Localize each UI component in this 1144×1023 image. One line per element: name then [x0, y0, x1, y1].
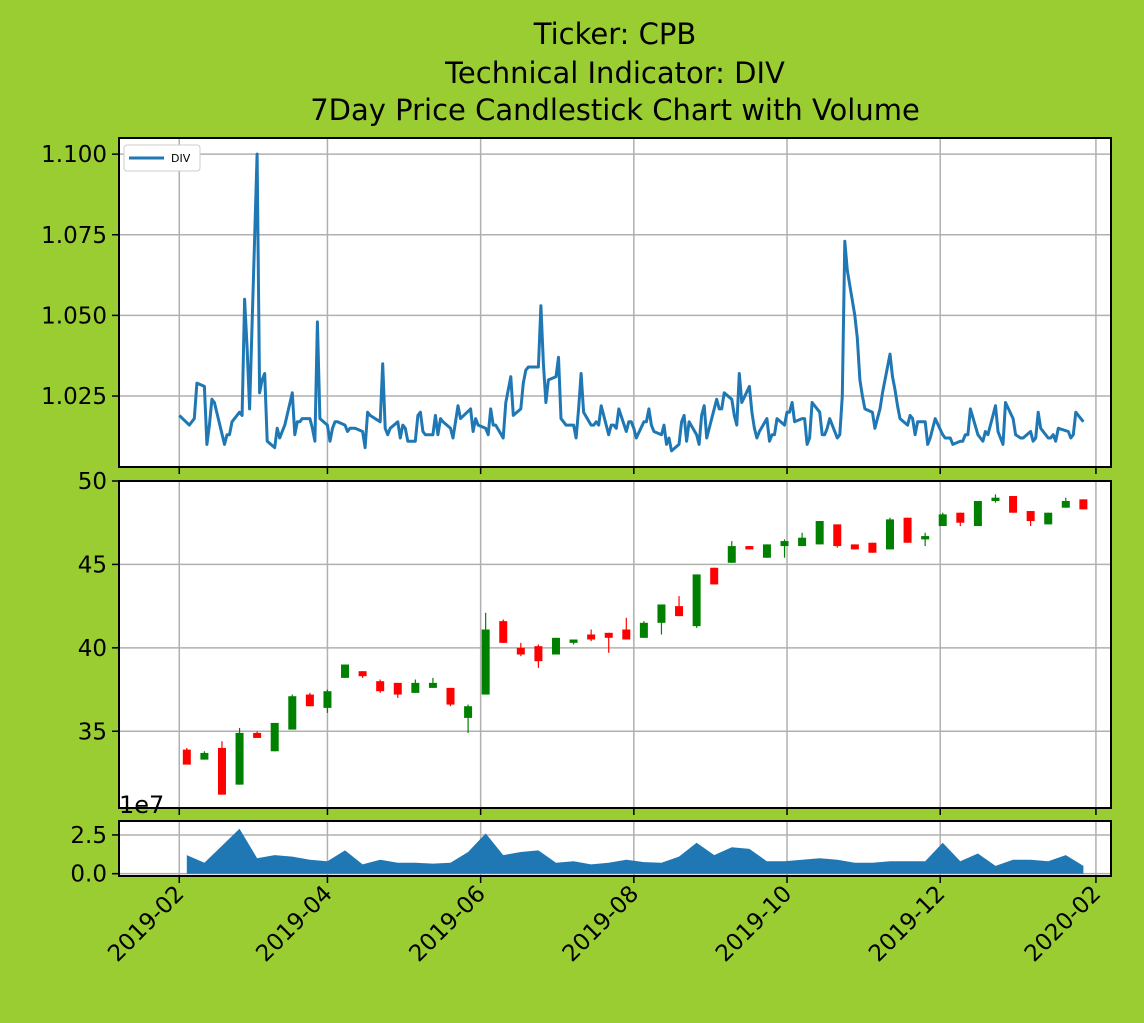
candle-body — [534, 646, 543, 662]
div-ytick-label: 1.075 — [41, 223, 107, 249]
div-panel: 1.025 1.050 1.075 1.100 DIV — [41, 137, 1112, 468]
candle-body — [921, 536, 930, 540]
candle-body — [727, 546, 736, 563]
candle-body — [516, 647, 525, 655]
candle-body — [604, 632, 613, 638]
candle-body — [938, 514, 947, 527]
candle-body — [235, 732, 244, 785]
candle-body — [762, 544, 771, 558]
candle-body — [956, 512, 965, 523]
candle-body — [393, 682, 402, 695]
candle-body — [446, 687, 455, 705]
candle-body — [815, 521, 824, 545]
volume-area — [186, 828, 1084, 874]
div-y-axis: 1.025 1.050 1.075 1.100 — [41, 142, 119, 410]
price-ytick-label: 35 — [78, 719, 107, 745]
candle-body — [481, 629, 490, 695]
candle-body — [288, 696, 297, 730]
candle-body — [499, 621, 508, 643]
candle-body — [464, 706, 473, 718]
price-ytick-label: 45 — [78, 552, 107, 578]
candle-body — [1061, 501, 1070, 508]
candle-body — [428, 682, 437, 688]
div-ytick-label: 1.100 — [41, 142, 107, 168]
candle-body — [885, 519, 894, 550]
div-ytick-label: 1.050 — [41, 303, 107, 329]
candle-body — [639, 622, 648, 638]
candle-body — [305, 694, 314, 707]
chart-title-line-1: Ticker: CPB — [533, 17, 696, 51]
div-plot-area — [119, 138, 1111, 467]
candle-body — [358, 671, 367, 677]
candle-body — [657, 604, 666, 623]
volume-y-axis: 0.0 2.5 — [70, 823, 119, 888]
div-series-line — [178, 152, 1085, 453]
candle-body — [341, 664, 350, 678]
chart-title-line-3: 7Day Price Candlestick Chart with Volume — [310, 93, 920, 127]
div-ytick-label: 1.025 — [41, 384, 107, 410]
candle-body — [868, 542, 877, 553]
candle-body — [692, 574, 701, 627]
candle-body — [833, 524, 842, 547]
candle-body — [587, 634, 596, 640]
candle-body — [991, 497, 1000, 502]
candle-body — [903, 517, 912, 543]
price-plot-area — [119, 481, 1111, 808]
candle-body — [1009, 496, 1018, 513]
candle-body — [1079, 499, 1088, 510]
candle-body — [217, 747, 226, 795]
price-y-axis: 35 40 45 50 — [78, 469, 119, 745]
price-ytick-label: 50 — [78, 469, 107, 495]
legend-label: DIV — [171, 152, 191, 165]
price-panel-frame — [118, 480, 1112, 809]
candle-body — [798, 537, 807, 547]
candle-body — [850, 544, 859, 550]
candle-body — [780, 541, 789, 547]
candle-body — [1044, 512, 1053, 525]
candle-body — [1026, 511, 1035, 522]
volume-ytick-label: 0.0 — [70, 862, 107, 888]
candles — [182, 494, 1088, 795]
volume-scale-label: 1e7 — [119, 791, 164, 819]
candle-body — [411, 682, 420, 693]
chart-title-line-2: Technical Indicator: DIV — [444, 56, 785, 90]
candle-body — [973, 501, 982, 527]
div-panel-frame — [118, 137, 1112, 468]
candle-body — [745, 546, 754, 550]
candle-body — [569, 639, 578, 643]
candle-body — [182, 749, 191, 765]
volume-ytick-label: 2.5 — [70, 823, 107, 849]
candle-body — [270, 722, 279, 752]
legend: DIV — [123, 144, 201, 172]
volume-panel-frame — [118, 820, 1112, 877]
candle-body — [376, 681, 385, 692]
div-grid — [119, 138, 1111, 467]
candle-body — [323, 691, 332, 708]
candle-body — [551, 637, 560, 655]
candle-body — [710, 567, 719, 585]
candle-body — [253, 732, 262, 738]
price-panel: 35 40 45 50 — [78, 469, 1112, 809]
candle-body — [622, 629, 631, 640]
price-ytick-label: 40 — [78, 636, 107, 662]
candle-body — [200, 752, 209, 760]
candle-body — [675, 606, 684, 617]
